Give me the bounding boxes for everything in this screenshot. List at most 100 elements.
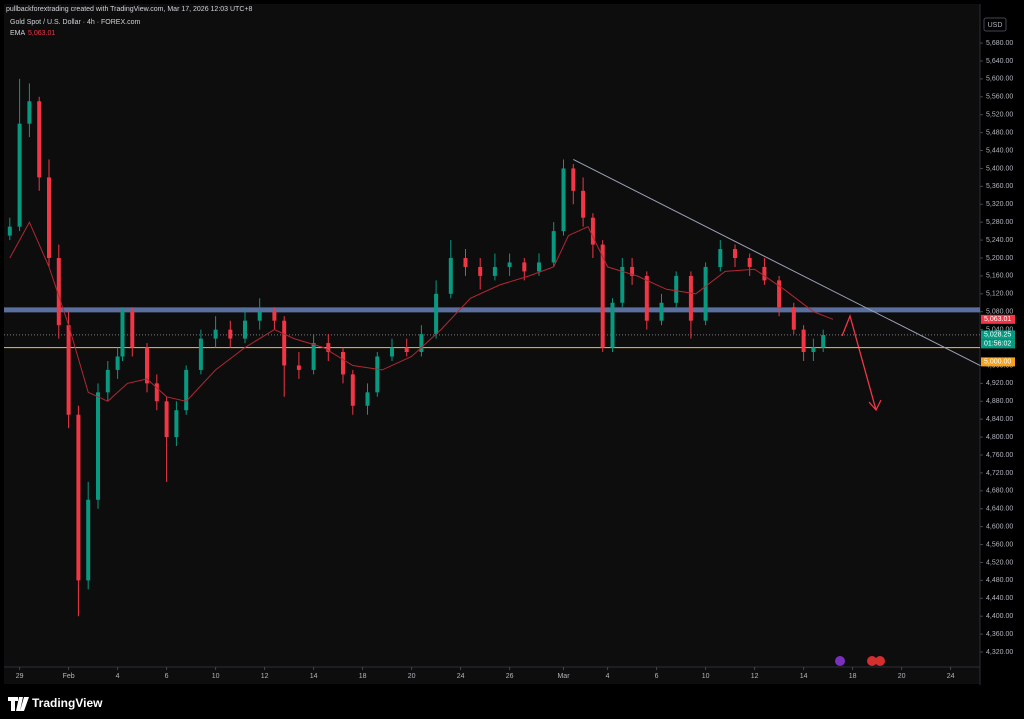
y-tick-label: 5,240.00 bbox=[986, 237, 1013, 244]
event-icon[interactable] bbox=[835, 656, 845, 666]
candle-body bbox=[537, 262, 541, 272]
x-tick-label: 14 bbox=[310, 673, 318, 680]
y-tick-label: 5,520.00 bbox=[986, 112, 1013, 119]
currency-box[interactable] bbox=[983, 17, 1007, 32]
x-tick-label: 12 bbox=[751, 673, 759, 680]
candle-body bbox=[791, 307, 796, 330]
x-tick-label: 4 bbox=[116, 673, 120, 680]
candle-body bbox=[703, 266, 708, 321]
candle-body bbox=[762, 266, 767, 281]
candle-body bbox=[551, 231, 556, 263]
candle-body bbox=[130, 311, 135, 348]
y-tick-label: 5,320.00 bbox=[986, 201, 1013, 208]
y-tick-label: 5,560.00 bbox=[986, 94, 1013, 101]
candle-body bbox=[659, 302, 664, 321]
candle-body bbox=[86, 499, 91, 581]
price-tag bbox=[981, 357, 1015, 367]
candle-body bbox=[561, 168, 566, 232]
candle-body bbox=[105, 369, 110, 393]
candle-body bbox=[311, 343, 316, 370]
candle-body bbox=[272, 311, 277, 321]
x-tick-label: 20 bbox=[898, 673, 906, 680]
x-tick-label: Mar bbox=[557, 673, 570, 680]
candle-body bbox=[228, 329, 233, 339]
y-tick-label: 4,720.00 bbox=[986, 470, 1013, 477]
y-tick-label: 5,080.00 bbox=[986, 309, 1013, 316]
candle-body bbox=[733, 249, 737, 258]
candle-body bbox=[821, 335, 826, 348]
candle-body bbox=[448, 257, 453, 294]
candle-body bbox=[630, 266, 635, 276]
candle-body bbox=[365, 392, 370, 406]
candle-body bbox=[326, 343, 331, 353]
x-tick-label: 10 bbox=[702, 673, 710, 680]
candle-body bbox=[47, 177, 51, 258]
candle-body bbox=[375, 356, 380, 393]
y-tick-label: 4,360.00 bbox=[986, 631, 1013, 638]
candle-body bbox=[419, 334, 424, 353]
candle-body bbox=[66, 325, 71, 415]
candle-body bbox=[56, 257, 61, 326]
y-tick-label: 4,560.00 bbox=[986, 541, 1013, 548]
y-tick-label: 4,320.00 bbox=[986, 649, 1013, 656]
candle-body bbox=[341, 352, 345, 375]
y-tick-label: 5,600.00 bbox=[986, 76, 1013, 83]
x-tick-label: 6 bbox=[165, 673, 169, 680]
candle-body bbox=[184, 369, 189, 411]
x-tick-label: 12 bbox=[261, 673, 269, 680]
y-tick-label: 5,680.00 bbox=[986, 40, 1013, 47]
countdown: 01:56:02 bbox=[984, 341, 1011, 348]
y-tick-label: 4,640.00 bbox=[986, 506, 1013, 513]
candle-body bbox=[522, 262, 527, 272]
y-tick-label: 5,160.00 bbox=[986, 273, 1013, 280]
candle-body bbox=[644, 275, 649, 321]
header: pullbackforextrading created with Tradin… bbox=[6, 6, 252, 13]
candle-body bbox=[350, 374, 355, 406]
candle-body bbox=[507, 262, 512, 267]
candle-body bbox=[145, 347, 149, 384]
logo-icon[interactable] bbox=[8, 697, 29, 711]
countdown-box bbox=[981, 339, 1015, 349]
candle-body bbox=[718, 249, 723, 267]
y-tick-label: 5,040.00 bbox=[986, 326, 1013, 333]
y-tick-label: 4,520.00 bbox=[986, 559, 1013, 566]
candle-body bbox=[164, 401, 169, 438]
y-tick-label: 4,800.00 bbox=[986, 434, 1013, 441]
indicator-name: EMA bbox=[10, 30, 26, 37]
candle-body bbox=[747, 257, 752, 267]
y-tick-label: 4,600.00 bbox=[986, 523, 1013, 530]
candle-body bbox=[463, 257, 468, 267]
candle-body bbox=[120, 311, 125, 357]
candle-body bbox=[590, 217, 595, 245]
x-tick-label: 24 bbox=[457, 673, 465, 680]
x-tick-label: Feb bbox=[63, 673, 75, 680]
event-icon[interactable] bbox=[867, 656, 877, 666]
x-tick-label: 24 bbox=[947, 673, 955, 680]
candle-body bbox=[282, 320, 287, 366]
candle-body bbox=[37, 101, 42, 178]
currency[interactable]: USD bbox=[988, 22, 1003, 29]
y-tick-label: 5,480.00 bbox=[986, 129, 1013, 136]
candle-body bbox=[17, 123, 22, 227]
x-tick-label: 26 bbox=[506, 673, 514, 680]
x-tick-label: 14 bbox=[800, 673, 808, 680]
y-tick-label: 5,200.00 bbox=[986, 255, 1013, 262]
candle-body bbox=[600, 244, 605, 348]
y-tick-label: 5,640.00 bbox=[986, 58, 1013, 65]
candle-body bbox=[296, 365, 301, 370]
candle-body bbox=[243, 320, 247, 339]
candle-body bbox=[620, 266, 625, 303]
price-tag-label: 5,000.00 bbox=[984, 359, 1011, 366]
candle-body bbox=[213, 329, 218, 339]
candle-body bbox=[811, 347, 816, 353]
brand[interactable]: TradingView bbox=[32, 696, 103, 710]
x-tick-label: 20 bbox=[408, 673, 416, 680]
price-tag bbox=[981, 314, 1015, 324]
candle-body bbox=[115, 356, 120, 370]
y-tick-label: 4,680.00 bbox=[986, 488, 1013, 495]
price-tag-label: 5,063.01 bbox=[984, 316, 1011, 323]
candle-body bbox=[777, 280, 782, 308]
candle-body bbox=[154, 383, 159, 402]
event-icon[interactable] bbox=[875, 656, 885, 666]
